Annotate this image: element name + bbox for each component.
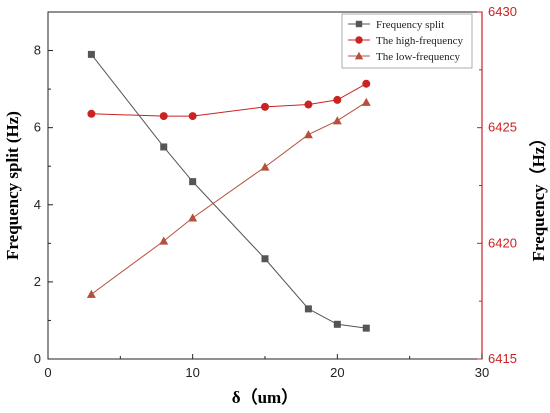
data-point bbox=[261, 255, 269, 263]
data-point bbox=[87, 109, 96, 118]
legend-marker bbox=[355, 20, 363, 28]
legend-marker bbox=[354, 51, 364, 60]
data-point bbox=[159, 236, 169, 245]
data-point bbox=[361, 97, 371, 106]
data-point bbox=[260, 162, 270, 171]
x-tick-label: 0 bbox=[44, 365, 51, 380]
data-point bbox=[362, 324, 370, 332]
y-right-tick-label: 6430 bbox=[488, 4, 517, 19]
x-tick-label: 30 bbox=[475, 365, 489, 380]
series-line bbox=[91, 101, 367, 295]
data-point bbox=[86, 289, 96, 298]
data-point bbox=[333, 320, 341, 328]
x-axis-title: δ（um） bbox=[232, 387, 298, 407]
legend-label: Frequency split bbox=[376, 19, 444, 31]
series-2 bbox=[87, 79, 371, 121]
series-3 bbox=[86, 97, 371, 298]
y-right-tick-label: 6425 bbox=[488, 120, 517, 135]
y-left-tick-label: 0 bbox=[34, 351, 41, 366]
series-line bbox=[91, 54, 367, 329]
legend: Frequency split The high-frequency The low… bbox=[341, 13, 473, 69]
y-left-tick-label: 4 bbox=[34, 197, 41, 212]
legend-box bbox=[341, 13, 473, 69]
y-axis-right-title: Frequency（Hz） bbox=[528, 130, 548, 262]
data-point bbox=[189, 178, 197, 186]
series-1 bbox=[87, 50, 370, 332]
data-point bbox=[303, 130, 313, 139]
series-line bbox=[91, 83, 367, 117]
legend-marker bbox=[355, 36, 363, 44]
data-point bbox=[304, 305, 312, 313]
legend-label: The high-frequency bbox=[376, 35, 464, 47]
y-left-tick-label: 8 bbox=[34, 43, 41, 58]
data-point bbox=[261, 102, 269, 111]
data-point bbox=[333, 95, 342, 104]
data-point bbox=[87, 50, 95, 58]
y-axis-left-title: Frequency split (Hz) bbox=[3, 111, 22, 260]
data-point bbox=[188, 213, 198, 222]
data-point bbox=[332, 116, 342, 125]
y-left-tick-label: 6 bbox=[34, 120, 41, 135]
data-point bbox=[362, 79, 371, 88]
x-tick-label: 10 bbox=[185, 365, 199, 380]
data-point bbox=[160, 143, 168, 151]
x-tick-label: 20 bbox=[330, 365, 344, 380]
data-point bbox=[304, 100, 313, 109]
data-point bbox=[188, 112, 197, 121]
y-left-tick-label: 2 bbox=[34, 274, 41, 289]
data-point bbox=[159, 112, 168, 121]
y-right-tick-label: 6420 bbox=[488, 235, 517, 250]
y-right-tick-label: 6415 bbox=[488, 351, 517, 366]
legend-label: The low-frequency bbox=[376, 51, 460, 63]
